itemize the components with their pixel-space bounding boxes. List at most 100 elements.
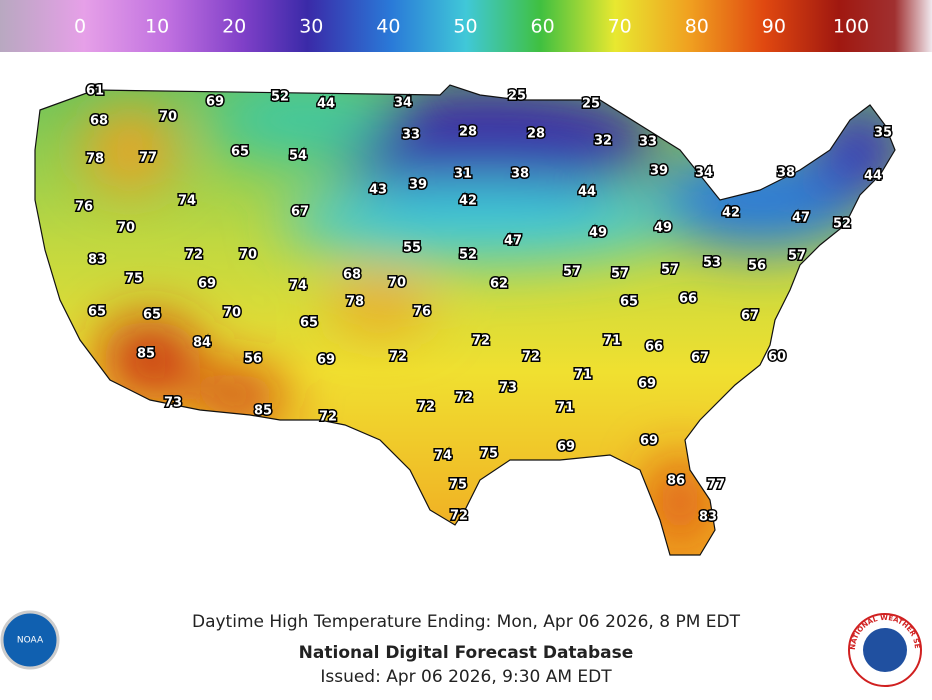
temperature-label: 78 — [86, 152, 104, 167]
temperature-label: 57 — [788, 249, 806, 264]
temperature-label: 67 — [741, 309, 759, 324]
temperature-label: 83 — [699, 510, 717, 525]
temperature-label: 72 — [450, 509, 468, 524]
temperature-label: 56 — [748, 259, 766, 274]
temperature-label: 74 — [178, 194, 196, 209]
temperature-label: 77 — [139, 151, 157, 166]
temperature-label: 65 — [143, 308, 161, 323]
colorbar-label: 0 — [74, 16, 86, 38]
temperature-label: 75 — [125, 272, 143, 287]
temperature-label: 65 — [88, 305, 106, 320]
issued: Issued: Apr 06 2026, 9:30 AM EDT — [320, 667, 612, 687]
temperature-label: 38 — [511, 167, 529, 182]
colorbar-label: 60 — [531, 16, 555, 38]
temperature-label: 72 — [472, 334, 490, 349]
temperature-label: 33 — [402, 128, 420, 143]
colorbar-label: 10 — [145, 16, 169, 38]
temperature-label: 54 — [289, 149, 307, 164]
temperature-label: 68 — [90, 114, 108, 129]
temperature-label: 44 — [317, 97, 335, 112]
footer-title: National Digital Forecast Database — [299, 643, 634, 663]
temperature-label: 52 — [459, 248, 477, 263]
temperature-label: 42 — [722, 206, 740, 221]
temperature-label: 57 — [661, 263, 679, 278]
colorbar-label: 40 — [376, 16, 400, 38]
temperature-label: 72 — [185, 248, 203, 263]
nws-logo-inner — [863, 628, 907, 672]
temperature-label: 33 — [639, 135, 657, 150]
temperature-label: 65 — [300, 316, 318, 331]
colorbar — [0, 0, 932, 52]
temperature-label: 42 — [459, 194, 477, 209]
temperature-label: 77 — [707, 478, 725, 493]
colorbar-label: 50 — [453, 16, 477, 38]
temperature-label: 69 — [317, 353, 335, 368]
temperature-label: 76 — [75, 200, 93, 215]
temperature-label: 71 — [556, 401, 574, 416]
temperature-label: 32 — [594, 134, 612, 149]
temperature-label: 66 — [679, 292, 697, 307]
temperature-label: 76 — [413, 305, 431, 320]
temperature-label: 70 — [388, 276, 406, 291]
temperature-label: 39 — [650, 164, 668, 179]
temperature-label: 47 — [504, 234, 522, 249]
temperature-label: 49 — [589, 226, 607, 241]
temperature-label: 47 — [792, 211, 810, 226]
temperature-label: 85 — [254, 404, 272, 419]
temperature-label: 85 — [137, 347, 155, 362]
temperature-label: 57 — [563, 265, 581, 280]
temperature-label: 39 — [409, 178, 427, 193]
colorbar-label: 70 — [608, 16, 632, 38]
temperature-label: 71 — [574, 368, 592, 383]
temperature-label: 25 — [508, 89, 526, 104]
temperature-label: 35 — [874, 126, 892, 141]
temperature-label: 67 — [691, 351, 709, 366]
temperature-label: 49 — [654, 221, 672, 236]
temperature-label: 72 — [389, 350, 407, 365]
temperature-label: 70 — [117, 221, 135, 236]
noaa-logo — [0, 610, 60, 670]
temperature-label: 25 — [582, 97, 600, 112]
temperature-label: 70 — [239, 248, 257, 263]
temperature-label: 43 — [369, 183, 387, 198]
temperature-label: 69 — [638, 377, 656, 392]
temperature-label: 72 — [417, 400, 435, 415]
temperature-label: 70 — [223, 306, 241, 321]
temperature-label: 84 — [193, 336, 211, 351]
temperature-label: 66 — [645, 340, 663, 355]
temperature-label: 31 — [454, 167, 472, 182]
temperature-label: 70 — [159, 110, 177, 125]
temperature-label: 67 — [291, 205, 309, 220]
temperature-label: 62 — [490, 277, 508, 292]
temperature-label: 73 — [164, 396, 182, 411]
temperature-label: 71 — [603, 334, 621, 349]
temperature-label: 65 — [231, 145, 249, 160]
temperature-label: 28 — [459, 125, 477, 140]
temperature-label: 69 — [557, 440, 575, 455]
temperature-label: 73 — [499, 381, 517, 396]
temperature-label: 53 — [703, 256, 721, 271]
colorbar-label: 90 — [762, 16, 786, 38]
temperature-label: 44 — [864, 169, 882, 184]
temperature-label: 55 — [403, 241, 421, 256]
temperature-label: 69 — [640, 434, 658, 449]
noaa-text: NOAA — [17, 636, 44, 646]
temperature-label: 56 — [244, 352, 262, 367]
temperature-label: 86 — [667, 474, 685, 489]
temperature-label: 72 — [319, 410, 337, 425]
temperature-label: 38 — [777, 166, 795, 181]
temperature-label: 74 — [434, 449, 452, 464]
temperature-label: 52 — [271, 90, 289, 105]
caption: Daytime High Temperature Ending: Mon, Ap… — [192, 612, 741, 632]
temperature-label: 83 — [88, 253, 106, 268]
temperature-label: 52 — [833, 217, 851, 232]
temperature-label: 34 — [394, 96, 412, 111]
colorbar-label: 80 — [685, 16, 709, 38]
temperature-label: 78 — [346, 295, 364, 310]
colorbar-label: 100 — [833, 16, 869, 38]
temperature-label: 69 — [198, 277, 216, 292]
temperature-label: 68 — [343, 268, 361, 283]
temperature-label: 28 — [527, 127, 545, 142]
temperature-label: 34 — [695, 166, 713, 181]
